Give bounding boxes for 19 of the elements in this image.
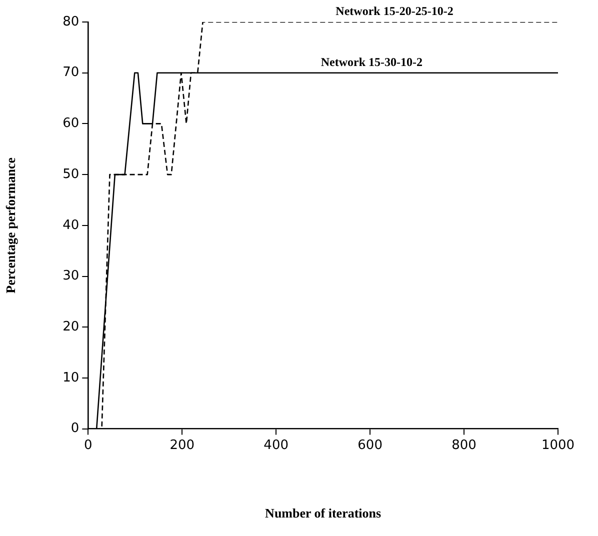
y-tick-label: 20 (62, 319, 80, 334)
y-tick-label: 40 (62, 218, 80, 233)
x-tick-label: 400 (264, 438, 288, 453)
y-tick-label: 50 (62, 166, 80, 182)
y-tick-label: 0 (70, 421, 80, 436)
x-tick-label: 1000 (541, 438, 575, 453)
y-tick-label: 60 (62, 116, 80, 132)
y-tick-label: 70 (62, 65, 80, 80)
x-tick-label: 0 (84, 438, 92, 453)
x-axis-title: Number of iterations (265, 506, 382, 521)
series-label: Network 15-30-10-2 (320, 54, 423, 69)
x-tick-label: 600 (358, 438, 382, 453)
series-label: Network 15-20-25-10-2 (336, 4, 454, 18)
x-tick-label: 200 (170, 438, 195, 453)
x-tick-label: 800 (452, 438, 476, 453)
y-tick-label: 10 (62, 370, 80, 386)
y-tick-label: 80 (62, 14, 80, 30)
y-tick-label: 30 (62, 268, 80, 284)
y-axis-title: Percentage performance (3, 157, 18, 294)
